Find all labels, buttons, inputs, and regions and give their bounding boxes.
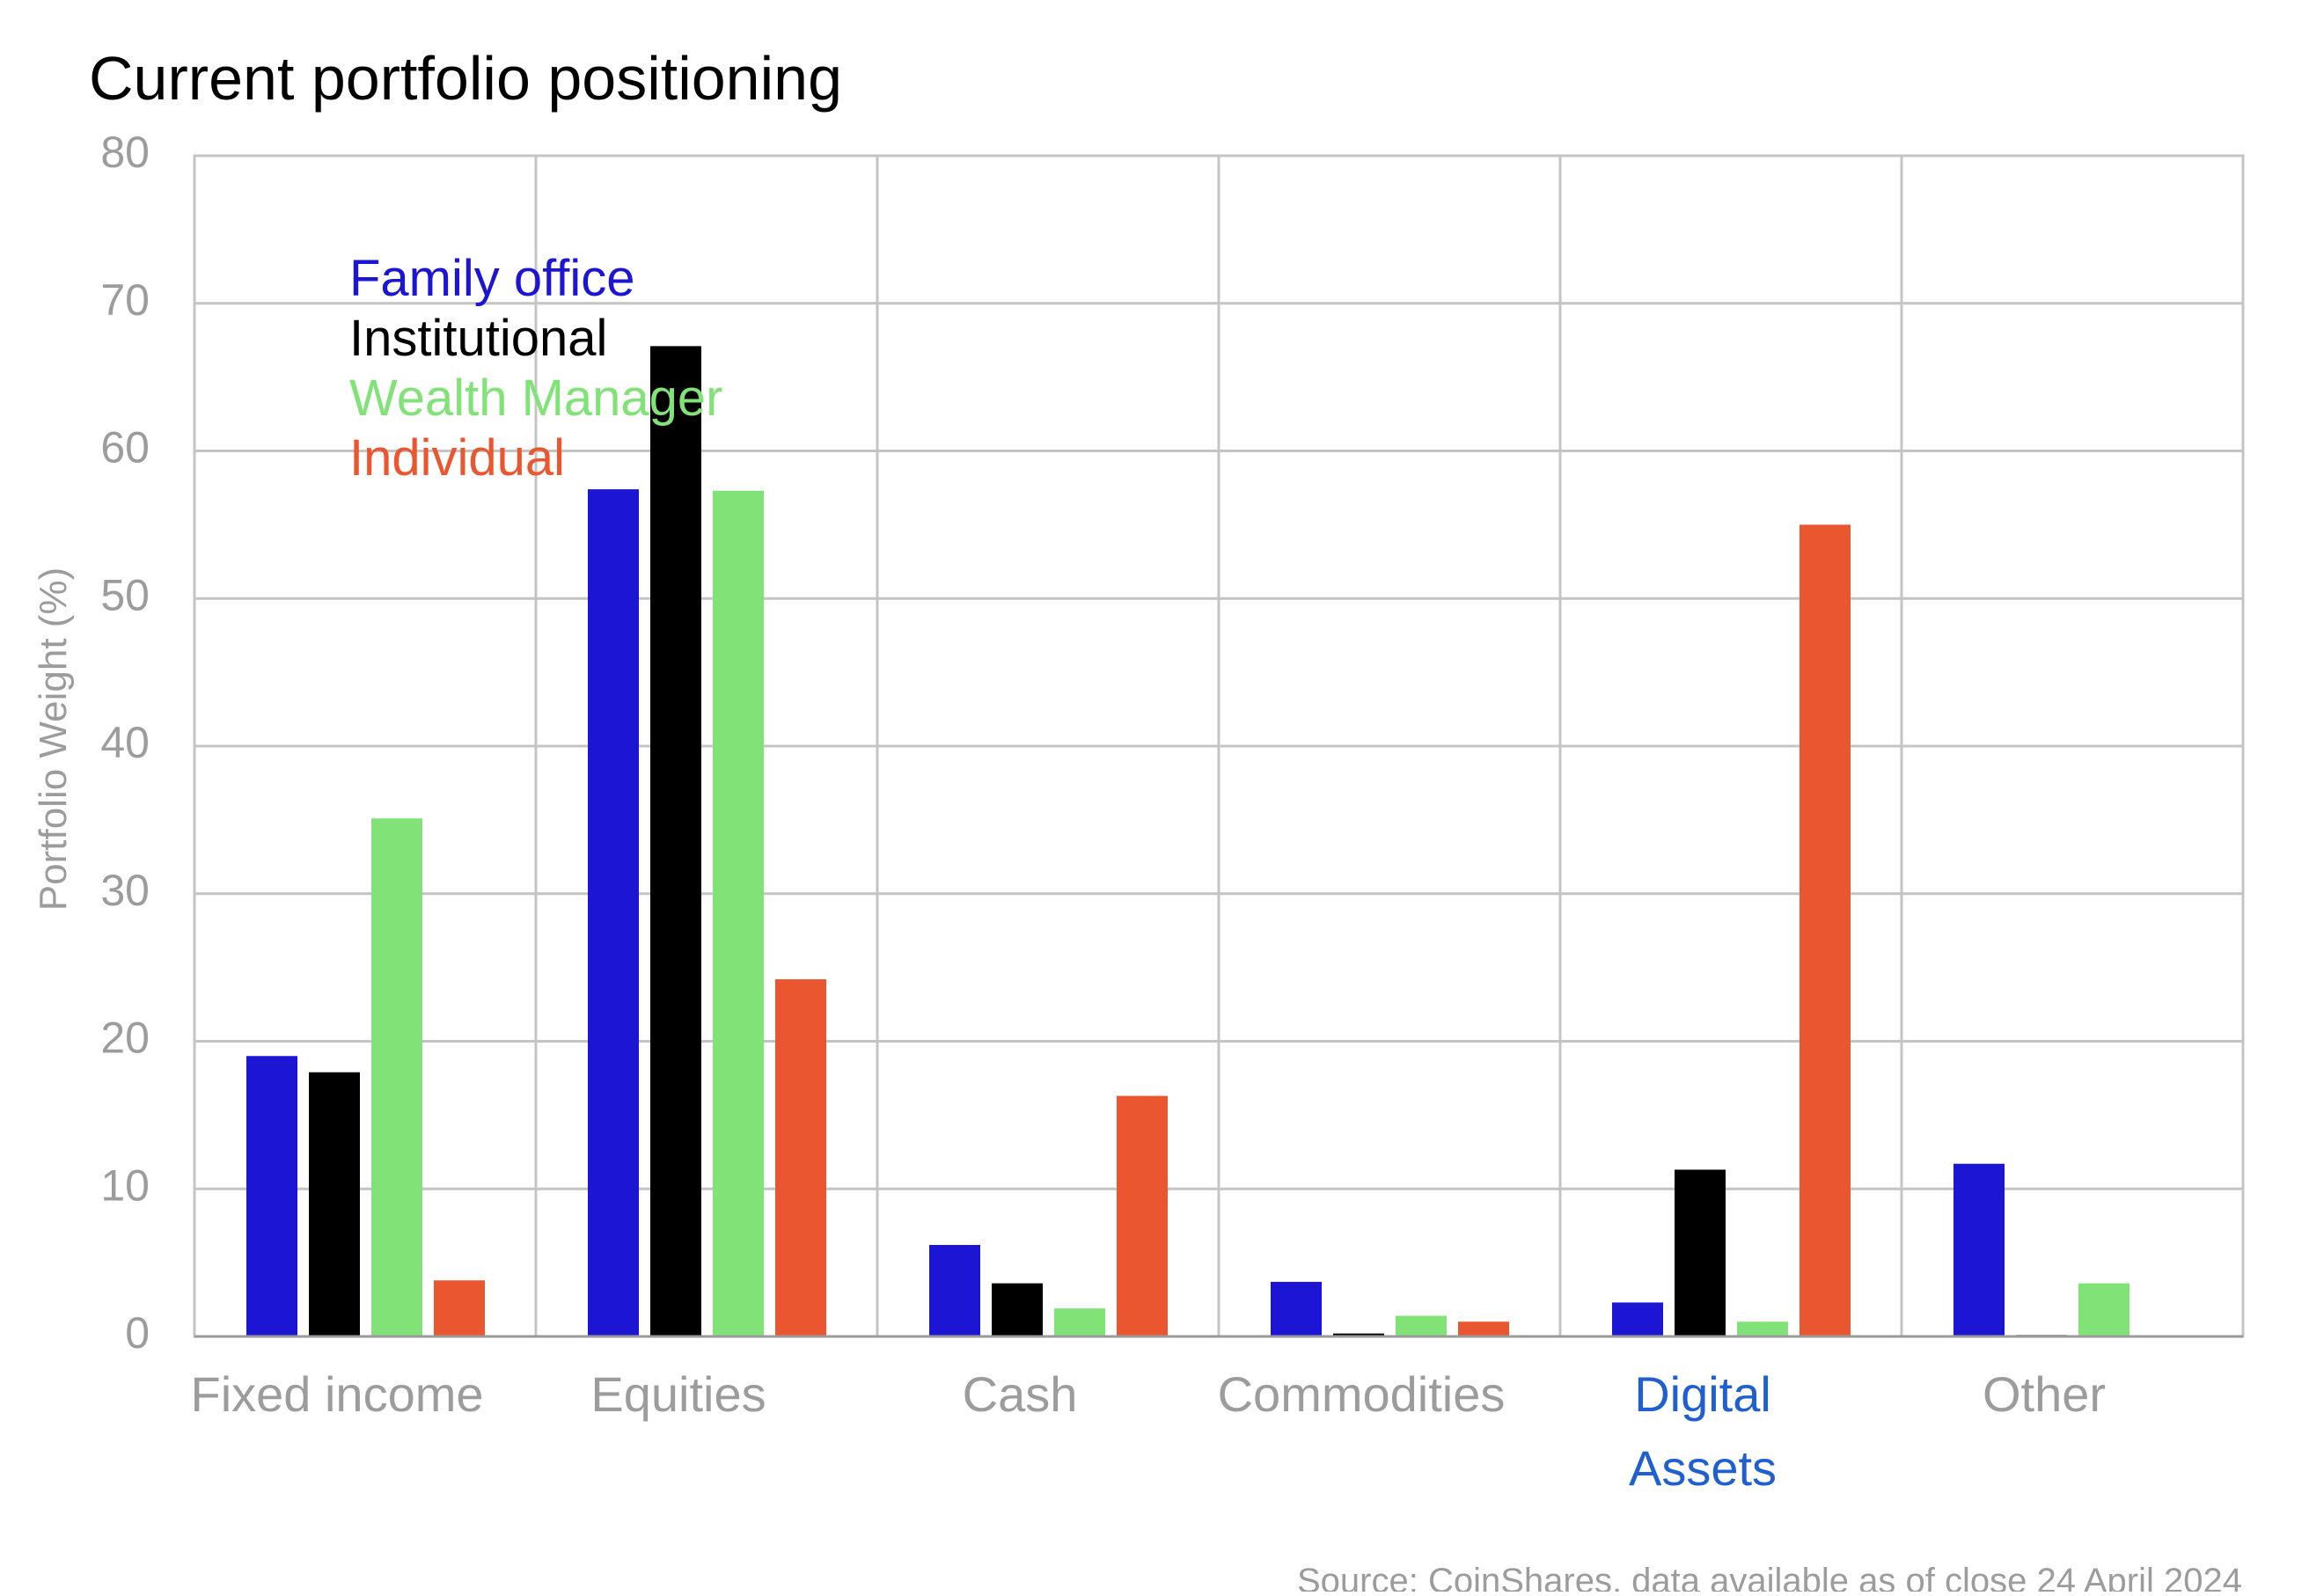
y-tick-label: 50 [100, 570, 150, 619]
bar [929, 1244, 980, 1336]
bar [713, 490, 764, 1336]
y-tick-label: 0 [125, 1308, 150, 1358]
bar [309, 1072, 360, 1336]
bars [246, 346, 2129, 1337]
bar [1458, 1321, 1509, 1336]
y-tick-label: 80 [100, 128, 150, 177]
y-tick-label: 40 [100, 718, 150, 767]
x-tick-label: Commodities [1218, 1366, 1506, 1422]
bar [1675, 1169, 1726, 1336]
bar [1737, 1321, 1788, 1336]
y-axis-label: Portfolio Weight (%) [32, 567, 75, 911]
bar [650, 346, 701, 1337]
chart-title: Current portfolio positioning [89, 44, 842, 113]
bar [1800, 524, 1851, 1336]
x-tick-label: Equities [590, 1366, 766, 1422]
legend-entry: Wealth Manager [349, 370, 723, 427]
bar [1953, 1163, 2005, 1336]
bar [1396, 1315, 1447, 1336]
bar [1054, 1308, 1105, 1336]
y-tick-label: 10 [100, 1160, 150, 1210]
y-tick-label: 60 [100, 423, 150, 472]
bar [2078, 1283, 2129, 1336]
y-tick-label: 70 [100, 275, 150, 325]
grid [194, 154, 2243, 1336]
bar [1271, 1281, 1322, 1336]
legend-entry: Family office [349, 250, 634, 307]
bar [588, 489, 639, 1336]
bar [1333, 1333, 1384, 1336]
bar [1117, 1095, 1168, 1336]
legend-entry: Institutional [349, 310, 607, 367]
y-tick-label: 20 [100, 1014, 150, 1063]
x-tick-label: Other [1983, 1366, 2106, 1422]
bar [371, 818, 422, 1336]
legend-entry: Individual [349, 429, 565, 487]
bar [992, 1283, 1043, 1336]
x-tick-label: Digital Assets [1629, 1366, 1777, 1496]
bar [775, 979, 826, 1336]
x-tick-label: Fixed income [190, 1366, 483, 1422]
x-tick-label: Cash [963, 1366, 1078, 1422]
source-note: Source: CoinShares, data available as of… [1297, 1562, 2242, 1592]
bar [1612, 1302, 1663, 1336]
axes: 0 10 20 30 40 50 60 70 80 Fixed income Equities Cas… [100, 128, 2245, 1496]
bar [434, 1280, 485, 1336]
y-tick-label: 30 [100, 866, 150, 915]
bar [246, 1056, 297, 1336]
